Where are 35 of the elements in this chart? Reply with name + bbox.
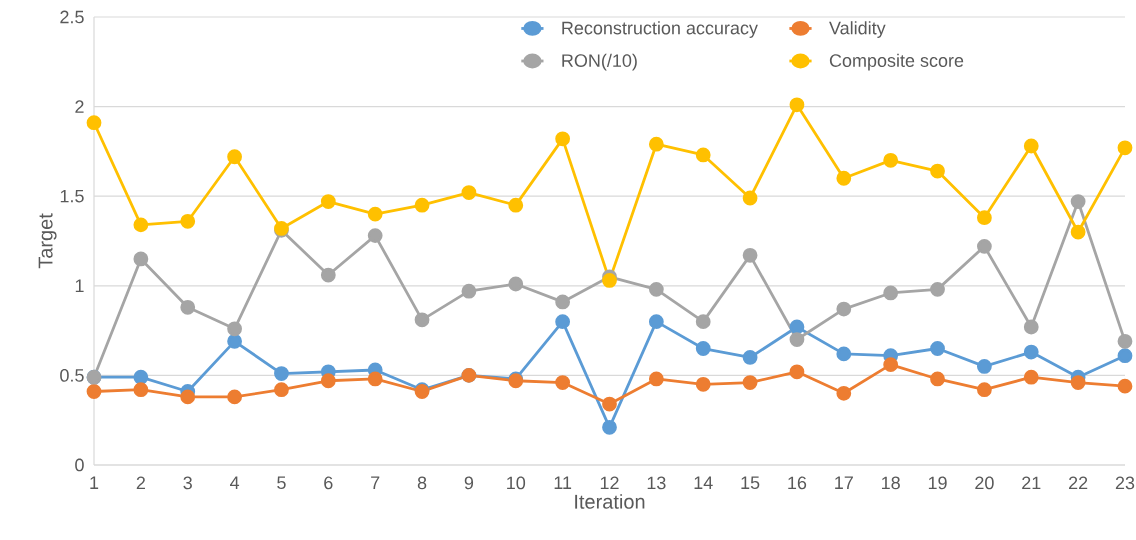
y-axis-title: Target bbox=[38, 213, 57, 269]
x-axis-title: Iteration bbox=[575, 494, 645, 509]
x-tick-label: 18 bbox=[882, 476, 900, 490]
x-tick-label: 16 bbox=[788, 476, 807, 490]
x-tick-label: 2 bbox=[136, 476, 145, 490]
x-tick-label: 3 bbox=[183, 476, 192, 490]
legend-label: RON(/10) bbox=[562, 53, 637, 71]
legend-label: Reconstruction accuracy bbox=[562, 21, 758, 38]
x-tick-label: 7 bbox=[371, 476, 380, 489]
x-tick-label: 10 bbox=[507, 476, 526, 490]
y-tick-label: 0 bbox=[75, 458, 84, 472]
x-tick-label: 9 bbox=[464, 476, 474, 490]
y-tick-label: 2.5 bbox=[60, 10, 84, 24]
x-tick-label: 13 bbox=[647, 476, 666, 490]
x-tick-label: 21 bbox=[1022, 476, 1041, 490]
x-tick-label: 5 bbox=[277, 476, 286, 490]
x-tick-label: 6 bbox=[324, 476, 333, 490]
y-tick-label: 0.5 bbox=[60, 369, 84, 382]
legend-label: Composite score bbox=[829, 53, 964, 71]
x-tick-label: 4 bbox=[230, 476, 240, 489]
x-tick-label: 1 bbox=[90, 476, 99, 489]
x-tick-label: 8 bbox=[417, 476, 427, 490]
x-tick-label: 15 bbox=[741, 476, 760, 490]
x-tick-label: 11 bbox=[554, 476, 572, 489]
x-tick-label: 23 bbox=[1115, 476, 1135, 490]
y-tick-label: 1 bbox=[75, 279, 84, 292]
x-tick-label: 14 bbox=[694, 476, 713, 489]
x-tick-label: 19 bbox=[928, 476, 947, 490]
x-tick-label: 12 bbox=[600, 476, 619, 490]
y-tick-label: 1.5 bbox=[60, 189, 84, 203]
legend-label: Validity bbox=[829, 21, 886, 38]
x-tick-label: 17 bbox=[835, 476, 853, 489]
x-tick-label: 22 bbox=[1069, 476, 1088, 490]
x-tick-label: 20 bbox=[975, 476, 994, 490]
y-tick-label: 2 bbox=[75, 100, 84, 113]
